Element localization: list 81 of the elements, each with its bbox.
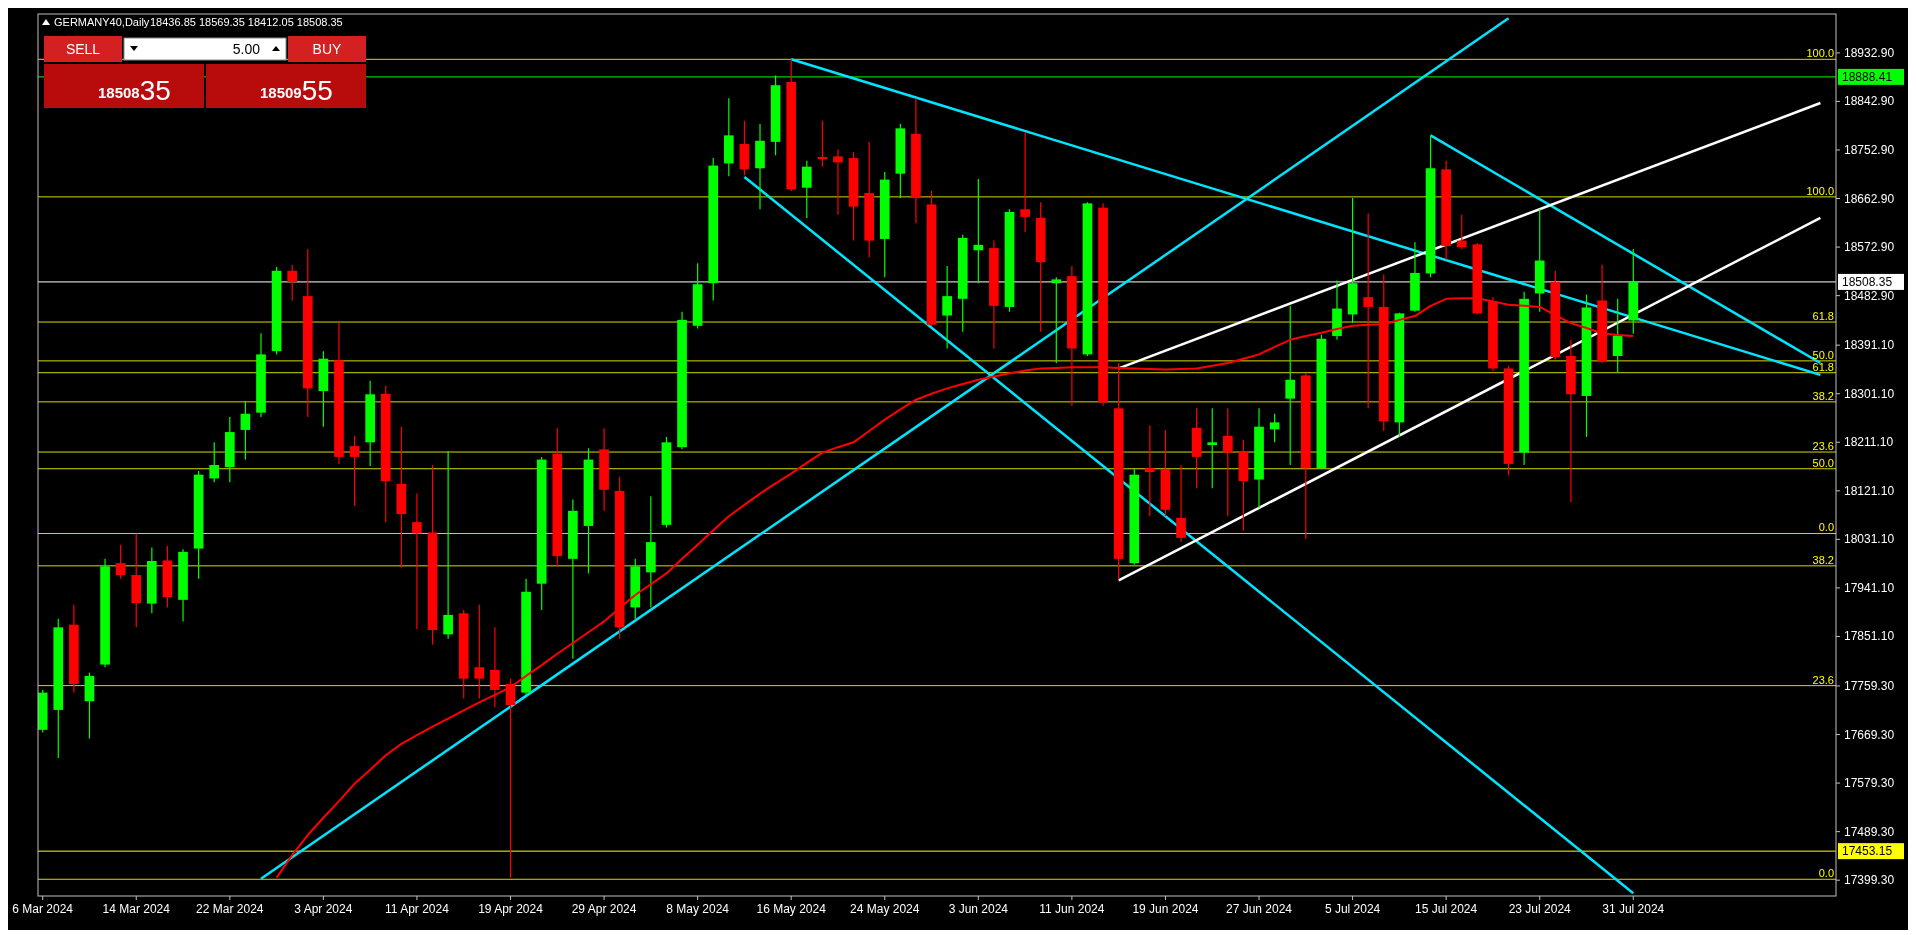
x-tick-label: 16 May 2024 <box>756 902 827 916</box>
x-tick-label: 8 May 2024 <box>666 902 730 916</box>
candlestick <box>833 148 843 216</box>
y-tick-label: 18932.90 <box>1844 45 1895 60</box>
annotation: 23.6 <box>1812 673 1834 686</box>
annotation: BUY <box>312 41 343 57</box>
x-tick-label: 29 Apr 2024 <box>571 902 637 916</box>
candlestick <box>1223 407 1233 517</box>
y-tick-label: 17941.10 <box>1844 580 1895 595</box>
candlestick <box>1020 131 1030 233</box>
y-tick-label: 17489.30 <box>1844 824 1895 839</box>
candlestick <box>1285 305 1296 466</box>
annotation: 23.6 <box>1812 440 1834 453</box>
x-tick-label: 15 Jul 2024 <box>1415 902 1478 916</box>
chart-title: GERMANY40,Daily <box>54 16 150 28</box>
candlestick <box>1456 214 1467 250</box>
candlestick <box>1145 425 1155 517</box>
x-tick-label: 22 Mar 2024 <box>196 902 264 916</box>
candlestick <box>1176 464 1186 543</box>
candlestick <box>287 264 298 302</box>
annotation: 5.00 <box>232 41 261 57</box>
x-tick-label: 6 Mar 2024 <box>12 902 74 916</box>
x-tick-label: 24 May 2024 <box>850 902 920 916</box>
y-tick-label: 17669.30 <box>1844 727 1895 742</box>
ref-line-label: 18508.35 <box>1842 274 1893 289</box>
candlestick <box>801 160 812 219</box>
y-tick-label: 18662.90 <box>1844 191 1895 206</box>
candlestick <box>1269 413 1280 443</box>
y-tick-label: 18842.90 <box>1844 94 1895 109</box>
chart-subtitle: 18436.85 18569.35 18412.05 18508.35 <box>150 16 343 28</box>
candlestick <box>240 400 251 461</box>
y-tick-label: 17851.10 <box>1844 629 1895 644</box>
candlestick <box>412 492 422 630</box>
annotation: 38.2 <box>1812 553 1834 566</box>
x-tick-label: 23 Jul 2024 <box>1508 902 1572 916</box>
y-tick-label: 18482.90 <box>1844 288 1895 303</box>
candlestick <box>349 435 360 507</box>
annotation: 100.0 <box>1806 184 1834 197</box>
candlestick <box>1051 276 1062 364</box>
annotation: 38.2 <box>1812 389 1834 402</box>
candlestick <box>115 544 126 580</box>
annotation: 1850955 <box>260 75 333 106</box>
y-tick-label: 18031.10 <box>1844 532 1895 547</box>
x-tick-label: 11 Jun 2024 <box>1039 902 1105 916</box>
y-tick-label: 17759.30 <box>1844 678 1895 693</box>
candlestick <box>474 604 485 700</box>
ref-line-label: 17453.15 <box>1842 844 1893 859</box>
x-tick-label: 19 Apr 2024 <box>478 902 544 916</box>
annotation: 0.0 <box>1818 867 1834 880</box>
candlestick <box>1207 407 1218 489</box>
candlestick <box>443 450 453 640</box>
x-tick-label: 19 Jun 2024 <box>1132 902 1199 916</box>
annotation: 61.8 <box>1812 360 1834 373</box>
candlestick <box>209 441 220 483</box>
y-tick-label: 18391.10 <box>1844 338 1895 353</box>
candlestick <box>973 178 984 284</box>
y-tick-label: 18572.90 <box>1844 240 1895 255</box>
y-tick-label: 18752.90 <box>1844 143 1895 157</box>
x-tick-label: 31 Jul 2024 <box>1602 902 1665 916</box>
candlestick <box>490 626 500 708</box>
y-tick-label: 18121.10 <box>1844 483 1895 498</box>
annotation: 100.0 <box>1806 47 1834 60</box>
ref-line-label: 18888.41 <box>1842 69 1893 84</box>
annotation: SELL <box>65 41 101 57</box>
annotation: 50.0 <box>1812 456 1834 469</box>
candlestick <box>1612 298 1623 374</box>
y-tick-label: 17399.30 <box>1844 873 1895 888</box>
candlestick <box>942 265 952 350</box>
annotation: 61.8 <box>1812 310 1834 323</box>
x-tick-label: 11 Apr 2024 <box>385 902 450 916</box>
annotation: 50.0 <box>1812 348 1834 361</box>
x-tick-label: 3 Jun 2024 <box>948 902 1009 916</box>
x-tick-label: 5 Jul 2024 <box>1324 902 1381 916</box>
x-tick-label: 27 Jun 2024 <box>1225 902 1293 916</box>
x-tick-label: 14 Mar 2024 <box>102 902 171 916</box>
y-tick-label: 18301.10 <box>1844 386 1895 401</box>
y-tick-label: 18211.10 <box>1844 435 1894 450</box>
annotation: 0.0 <box>1818 521 1834 534</box>
x-tick-label: 3 Apr 2024 <box>294 902 353 916</box>
y-tick-label: 17579.30 <box>1844 776 1895 791</box>
annotation: 1850835 <box>98 75 171 106</box>
